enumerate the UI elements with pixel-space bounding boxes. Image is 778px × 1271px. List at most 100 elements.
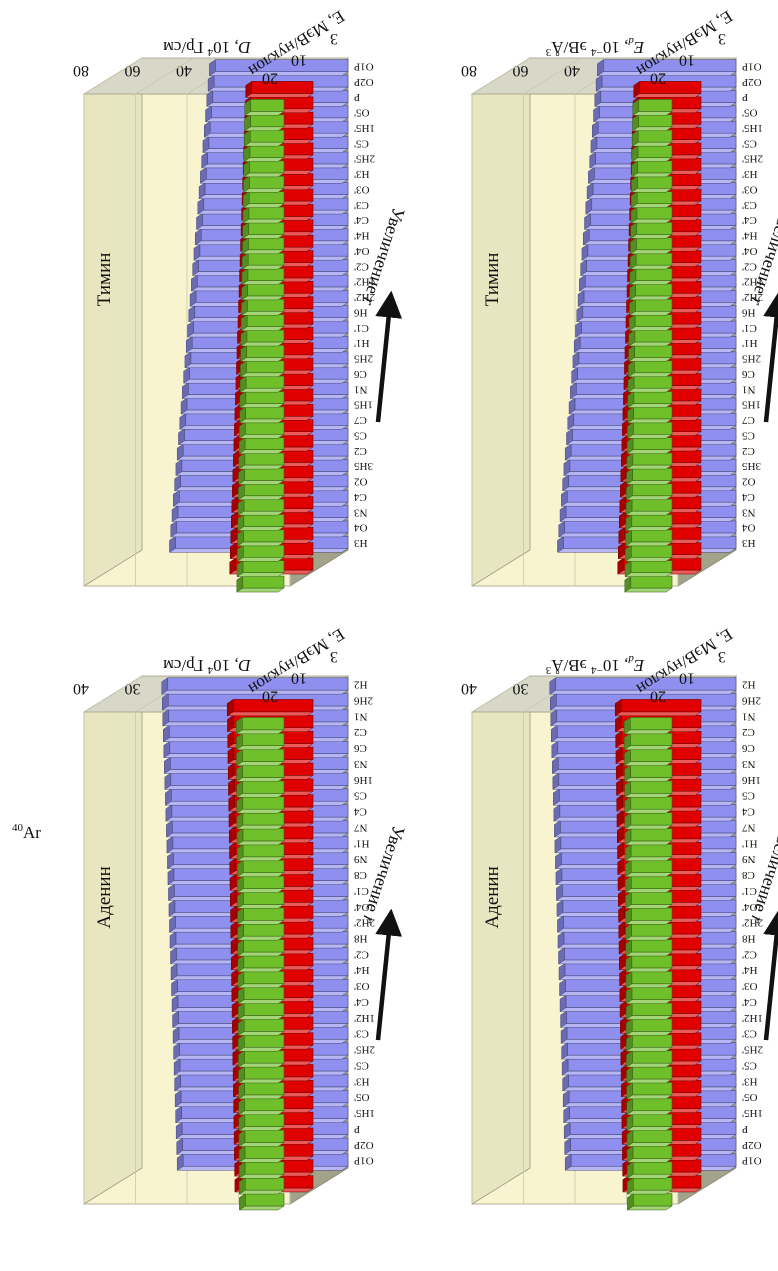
side-wall	[83, 675, 143, 1205]
bar-e20-H4'	[241, 268, 285, 286]
bar-e20-O4'	[240, 283, 285, 301]
category-label: 1H2'	[742, 276, 763, 288]
category-label: O2P	[354, 1139, 374, 1151]
category-label: H1'	[354, 337, 369, 349]
y-axis-label: D, 104 Гр/см	[163, 656, 252, 676]
category-label: H1'	[354, 837, 369, 849]
bar-e20-C6	[238, 406, 285, 424]
bar-e20-O5'	[631, 145, 673, 163]
bar-e20-C5'	[630, 175, 673, 193]
chart-thymine-dose: 020406080H3O4N3C4O23H5C2C5C71H5N1C62H5H1…	[73, 7, 409, 593]
category-label: O3'	[742, 183, 757, 195]
category-label: 2H6	[742, 694, 761, 706]
category-label: C4	[742, 806, 755, 818]
y-axis-label: Ed, 10−4 эВ/Å3	[545, 35, 645, 58]
category-label: 3H5	[354, 460, 373, 472]
bar-e20-O1P	[631, 98, 673, 116]
bar-e20-1H6	[236, 812, 285, 830]
bar-e20-C8	[236, 907, 285, 925]
category-label: N7	[742, 821, 756, 833]
category-label: N3	[354, 758, 368, 770]
category-label: O4	[354, 522, 368, 534]
bar-e20-C1'	[239, 360, 285, 378]
bar-e20-H1'	[624, 875, 673, 894]
bar-e20-C4'	[237, 1034, 285, 1052]
bar-e20-1H5'	[630, 160, 673, 178]
category-label: H1'	[742, 837, 757, 849]
category-label: 2H5	[742, 353, 761, 365]
category-label: O1P	[354, 1155, 374, 1167]
bar-e20-P	[631, 129, 673, 147]
bar-e20-C2'	[625, 986, 673, 1005]
category-label: C3'	[354, 1028, 369, 1040]
bar-e20-O1P	[238, 1193, 285, 1211]
category-label: O1P	[354, 60, 374, 72]
bar-e20-H3'	[626, 1113, 673, 1132]
bar-e20-O3'	[629, 221, 673, 239]
bar-e20-N7	[236, 859, 285, 878]
bar-e20-H8	[237, 970, 285, 989]
category-label: C2	[742, 726, 755, 738]
bar-e20-1H5'	[238, 1145, 285, 1163]
side-wall	[83, 57, 143, 587]
bar-e20-1H2'	[237, 1050, 285, 1068]
category-label: O5'	[354, 1091, 369, 1103]
category-label: C6	[742, 742, 755, 754]
bar-e20-O4'	[624, 939, 673, 957]
chart-title: Аденин	[94, 866, 115, 928]
category-label: H1'	[742, 337, 757, 349]
category-label: 1H2'	[354, 276, 375, 288]
bar-e20-H3'	[242, 206, 285, 224]
category-label: 2H2'	[742, 291, 763, 303]
category-label: C4'	[354, 214, 369, 226]
isotope-mass: 40	[12, 822, 24, 834]
bar-e20-O2P	[243, 114, 285, 132]
category-label: O4	[742, 522, 756, 534]
category-label: 2H5'	[354, 153, 375, 165]
chart-adenine-dose: 010203040O1PO2PP1H5'O5'H3'C5'2H5'C3'1H2'…	[73, 625, 409, 1211]
category-label: 2H2'	[354, 917, 375, 929]
category-label: P	[354, 1123, 360, 1135]
category-label: 1H5'	[742, 1107, 763, 1119]
side-wall	[471, 57, 531, 587]
category-label: O2P	[742, 1139, 762, 1151]
category-label: C7	[354, 414, 367, 426]
category-label: C4'	[742, 214, 757, 226]
bar-e20-1H2'	[240, 314, 285, 332]
bar-e3-O1P	[596, 59, 737, 77]
category-label: 2H5	[354, 353, 373, 365]
bar-e20-H4'	[625, 1002, 673, 1020]
category-label: N1	[354, 383, 367, 395]
bar-e20-O3'	[237, 1018, 285, 1036]
bar-e20-N7	[624, 859, 673, 878]
category-label: C6	[354, 742, 367, 754]
series-label-e20: 20	[650, 70, 666, 87]
bar-e20-C2	[235, 764, 285, 782]
category-label: C2	[742, 445, 755, 457]
category-label: C5'	[742, 1059, 757, 1071]
bar-e20-N3	[235, 796, 285, 814]
category-label: H3	[354, 537, 368, 549]
category-label: C5'	[354, 1059, 369, 1071]
increase-r-arrow	[375, 290, 403, 423]
bar-e20-N1	[623, 748, 673, 767]
category-label: C2'	[742, 948, 757, 960]
bar-e20-N3	[624, 544, 673, 562]
category-label: H2	[354, 679, 367, 691]
category-label: H8	[742, 932, 756, 944]
category-label: N1	[742, 710, 755, 722]
bar-e20-C6	[623, 780, 673, 798]
bar-e20-2H2'	[628, 329, 673, 347]
category-label: C6	[354, 368, 367, 380]
bar-e20-C2'	[240, 298, 285, 316]
series-label-e10: 10	[679, 670, 695, 687]
category-label: C1'	[742, 885, 757, 897]
category-label: H3'	[354, 168, 369, 180]
y-tick-label: 40	[461, 680, 477, 697]
y-tick-label: 40	[176, 62, 192, 79]
bar-e20-H1'	[239, 375, 285, 393]
category-label: C2'	[354, 948, 369, 960]
bar-e20-C5	[625, 467, 673, 485]
bar-e20-O5'	[238, 1129, 285, 1147]
